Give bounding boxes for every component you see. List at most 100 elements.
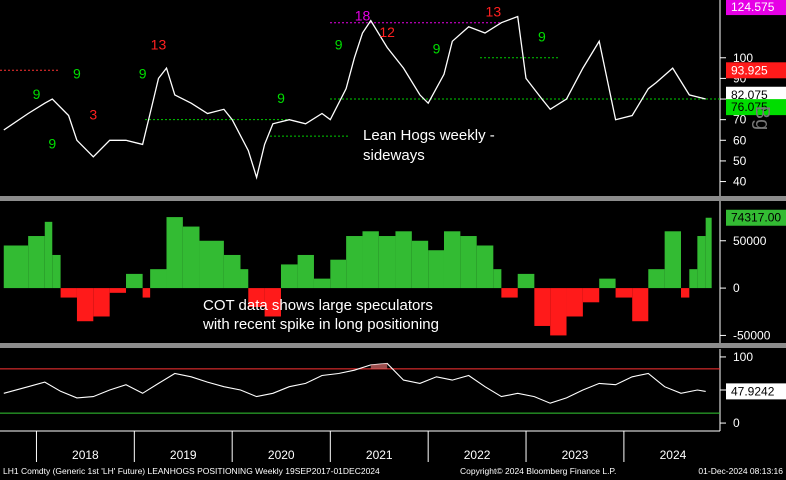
demark-marker: 9 — [33, 86, 41, 102]
time-axis: 2018 2019 2020 2021 2022 2023 2024 — [0, 430, 720, 462]
cot-bar — [93, 288, 110, 317]
cot-bar — [52, 254, 61, 289]
cot-bar — [697, 236, 706, 289]
year-label: 2024 — [660, 448, 687, 462]
cot-last-value-tag-bg — [726, 209, 786, 226]
index-last-value-tag-bg — [726, 383, 786, 400]
cot-panel: -50000 0 50000 74317.00 — [3, 201, 786, 343]
cot-bar — [60, 288, 77, 298]
cot-bar — [681, 288, 690, 298]
price-tick-label: 60 — [733, 133, 747, 147]
demark-marker: 9 — [277, 90, 285, 106]
cot-bar — [313, 278, 331, 289]
cot-bar — [476, 245, 494, 289]
last-price-tag-bg — [726, 99, 786, 116]
last-price-tag-text: 82.075 — [731, 88, 768, 102]
panel-frame-2 — [0, 349, 720, 431]
last-price-tag: 93.925 — [726, 62, 786, 79]
cot-bar — [166, 217, 183, 289]
cot-annotation-line1: COT data shows large speculators — [203, 297, 433, 314]
demark-marker: 12 — [379, 24, 395, 40]
footer-right: 01-Dec-2024 08:13:16 — [698, 466, 783, 476]
cot-bar — [493, 269, 502, 289]
cot-bar — [240, 269, 249, 289]
cot-bar — [150, 269, 167, 289]
index-tick-label: 100 — [733, 350, 753, 364]
cot-bar — [142, 288, 151, 298]
price-tick-label: 50 — [733, 154, 747, 168]
demark-marker: 3 — [89, 107, 97, 123]
last-price-tag-text: 124.575 — [731, 0, 775, 14]
panel-divider-1 — [0, 196, 786, 201]
demark-marker: 9 — [48, 136, 56, 152]
cot-bar — [378, 236, 396, 289]
last-price-tag-bg — [726, 62, 786, 79]
footer-center: Copyright© 2024 Bloomberg Finance L.P. — [460, 466, 616, 476]
cot-bar — [346, 236, 363, 289]
cot-bar — [460, 236, 477, 289]
cot-tick-label: -50000 — [733, 328, 771, 342]
index-last-value-tag-text: 47.9242 — [731, 384, 775, 398]
cot-bar — [297, 254, 314, 289]
last-price-tag-text: 93.925 — [731, 63, 768, 77]
demark-marker: 9 — [139, 65, 147, 81]
cot-bar — [428, 250, 444, 289]
last-price-tag-text: 76.075 — [731, 100, 768, 114]
cot-bar — [248, 288, 265, 308]
cot-bar — [182, 226, 200, 289]
demark-marker: 9 — [433, 41, 441, 57]
cot-bar — [648, 269, 665, 289]
last-price-tag-bg — [726, 86, 786, 103]
cot-bar — [280, 264, 298, 289]
price-annotation-line2: sideways — [363, 147, 425, 164]
index-overbought-shade — [370, 363, 388, 369]
cot-bar — [599, 278, 616, 289]
demark-marker: 13 — [151, 37, 167, 53]
cot-bar — [566, 288, 583, 317]
demark-marker: 9 — [538, 28, 546, 44]
cot-bar — [550, 288, 567, 336]
cot-bar — [76, 288, 94, 322]
cot-tick-label: 50000 — [733, 234, 767, 248]
positioning-index-panel: 05010047.9242 — [0, 349, 786, 431]
cot-bar — [395, 231, 412, 289]
cot-bar — [517, 273, 535, 289]
cot-bar — [199, 240, 224, 289]
cot-bar — [615, 288, 633, 298]
year-label: 2020 — [268, 448, 295, 462]
year-label: 2021 — [366, 448, 393, 462]
cot-bar — [705, 217, 712, 289]
last-price-tag-bg — [726, 0, 786, 16]
cot-bar — [330, 259, 347, 289]
cot-bar — [223, 254, 241, 289]
demark-marker: 18 — [355, 8, 371, 24]
cot-bar — [411, 240, 429, 289]
panel-frame-0 — [0, 0, 720, 196]
footer-left: LH1 Comdty (Generic 1st 'LH' Future) LEA… — [3, 466, 380, 476]
price-panel: 40506070809010099939139918129139124.5759… — [0, 0, 786, 196]
cot-last-value-tag: 74317.00 — [726, 209, 786, 226]
cot-bar — [126, 273, 143, 289]
cot-bar — [501, 288, 518, 298]
demark-marker: 9 — [335, 37, 343, 53]
panel-divider-2 — [0, 343, 786, 348]
price-tick-label: 70 — [733, 113, 747, 127]
cot-bar — [534, 288, 551, 326]
last-price-tag: 124.575 — [726, 0, 786, 16]
cot-bar — [362, 231, 379, 289]
index-tick-label: 0 — [733, 416, 740, 430]
cot-bar — [582, 288, 600, 303]
demark-marker: 13 — [486, 4, 502, 20]
cot-last-value-tag-text: 74317.00 — [731, 211, 781, 225]
price-tick-label: 100 — [733, 51, 753, 65]
year-label: 2023 — [562, 448, 589, 462]
cot-bar — [264, 288, 281, 317]
price-line — [3, 15, 706, 180]
cot-bar — [28, 236, 45, 289]
demark-marker: 9 — [73, 65, 81, 81]
cot-bar — [3, 245, 29, 289]
cot-bar — [632, 288, 649, 322]
cot-tick-label: 0 — [733, 281, 740, 295]
year-label: 2018 — [72, 448, 99, 462]
